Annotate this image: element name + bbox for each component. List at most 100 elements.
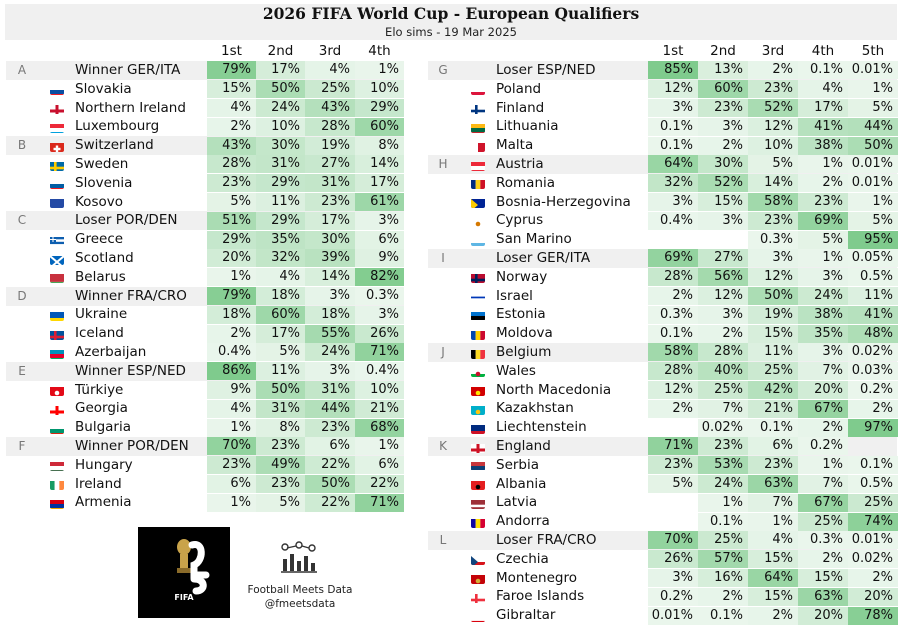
probability-cell: 23% — [698, 437, 748, 456]
probability-cell: 30% — [305, 230, 355, 249]
flag-andorra-icon — [471, 516, 485, 528]
team-name: Faroe Islands — [496, 588, 585, 605]
probability-cell: 5% — [748, 155, 798, 174]
probability-cell: 23% — [698, 99, 748, 117]
group-label: D — [17, 288, 27, 303]
column-header: 3rd — [761, 43, 785, 59]
probability-cell: 11% — [256, 193, 305, 211]
probability-cell: 20% — [848, 587, 898, 606]
probability-cell: 4% — [305, 61, 355, 80]
team-name: Albania — [496, 475, 547, 492]
probability-cell: 0.1% — [698, 606, 748, 625]
probability-cell: 4% — [798, 80, 848, 99]
team-name: Loser FRA/CRO — [496, 532, 597, 548]
team-name: Loser POR/DEN — [75, 212, 178, 229]
probability-cell: 95% — [848, 230, 898, 249]
probability-cell: 23% — [207, 174, 256, 193]
column-header: 1st — [662, 43, 684, 59]
flag-belgium-icon — [471, 347, 485, 359]
group-label: J — [441, 345, 445, 359]
probability-cell: 2% — [698, 136, 748, 155]
probability-cell: 24% — [798, 287, 848, 305]
probability-cell: 0.3% — [648, 305, 698, 324]
probability-cell: 17% — [305, 211, 355, 230]
team-name: Loser GER/ITA — [496, 250, 591, 266]
probability-cell: 15% — [748, 550, 798, 569]
probability-cell: 60% — [698, 80, 748, 99]
team-name: Finland — [496, 99, 545, 116]
probability-cell: 71% — [355, 493, 404, 512]
probability-cell: 43% — [305, 99, 355, 117]
probability-cell: 20% — [798, 606, 848, 625]
probability-cell: 10% — [748, 136, 798, 155]
probability-cell: 43% — [207, 136, 256, 155]
probability-cell: 69% — [798, 211, 848, 230]
probability-cell: 0.2% — [848, 381, 898, 399]
probability-cell: 3% — [648, 193, 698, 211]
probability-cell — [648, 231, 698, 249]
probability-cell: 64% — [748, 569, 798, 587]
team-name: Bulgaria — [75, 419, 131, 436]
probability-cell: 0.3% — [798, 531, 848, 550]
probability-cell: 3% — [355, 211, 404, 230]
flag-faroe-islands-icon — [471, 591, 485, 603]
team-name: Andorra — [496, 513, 550, 530]
probability-cell: 48% — [848, 324, 898, 343]
column-header: 1st — [221, 43, 242, 59]
probability-cell: 4% — [207, 99, 256, 117]
probability-cell: 9% — [207, 381, 256, 399]
team-name: Gibraltar — [496, 607, 556, 624]
probability-cell: 51% — [207, 211, 256, 230]
probability-cell: 1% — [798, 155, 848, 174]
probability-cell: 17% — [256, 61, 305, 80]
probability-cell: 2% — [748, 61, 798, 80]
probability-cell: 79% — [207, 287, 256, 305]
probability-cell: 25% — [698, 381, 748, 399]
group-label: A — [17, 63, 27, 77]
probability-cell: 0.1% — [648, 117, 698, 136]
probability-cell: 4% — [207, 399, 256, 418]
team-name: Winner ESP/NED — [75, 362, 186, 379]
probability-cell: 0.01% — [848, 61, 898, 80]
flag-gibraltar-icon — [471, 610, 485, 622]
probability-cell: 0.01% — [848, 155, 898, 174]
flag-latvia-icon — [471, 497, 485, 509]
flag-switzerland-icon — [50, 140, 64, 152]
probability-cell: 1% — [355, 61, 404, 80]
trophy-icon — [177, 539, 210, 595]
probability-cell: 24% — [698, 475, 748, 493]
team-name: Belgium — [496, 344, 552, 360]
probability-cell: 12% — [698, 287, 748, 305]
team-name: Kazakhstan — [496, 400, 574, 417]
team-name: Israel — [496, 287, 533, 304]
flag-azerbaijan-icon — [50, 347, 64, 359]
probability-cell: 3% — [698, 305, 748, 324]
probability-cell: 2% — [848, 399, 898, 418]
probability-cell: 3% — [648, 569, 698, 587]
probability-cell: 28% — [305, 117, 355, 136]
probability-cell: 23% — [748, 456, 798, 475]
probability-cell: 0.1% — [648, 136, 698, 155]
team-name: Hungary — [75, 456, 133, 473]
probability-cell: 0.3% — [355, 287, 404, 305]
probability-cell: 0.4% — [355, 362, 404, 381]
probability-cell: 3% — [798, 343, 848, 362]
team-name: San Marino — [496, 231, 572, 248]
probability-cell: 3% — [698, 211, 748, 230]
column-header: 4th — [811, 43, 835, 59]
probability-cell: 23% — [748, 211, 798, 230]
probability-cell: 61% — [355, 193, 404, 211]
flag-cyprus-icon — [471, 215, 485, 227]
probability-cell: 41% — [798, 117, 848, 136]
probability-cell: 0.01% — [848, 531, 898, 550]
probability-cell: 67% — [798, 493, 848, 512]
team-name: Slovakia — [75, 80, 132, 97]
page-title: 2026 FIFA World Cup - European Qualifier… — [262, 4, 640, 23]
flag-liechtenstein-icon — [471, 422, 485, 434]
flag-wales-icon — [471, 365, 485, 378]
probability-cell: 23% — [305, 418, 355, 437]
probability-cell: 2% — [698, 324, 748, 343]
probability-cell: 0.3% — [748, 230, 798, 249]
team-name: Czechia — [496, 550, 549, 567]
probability-cell: 2% — [798, 174, 848, 193]
